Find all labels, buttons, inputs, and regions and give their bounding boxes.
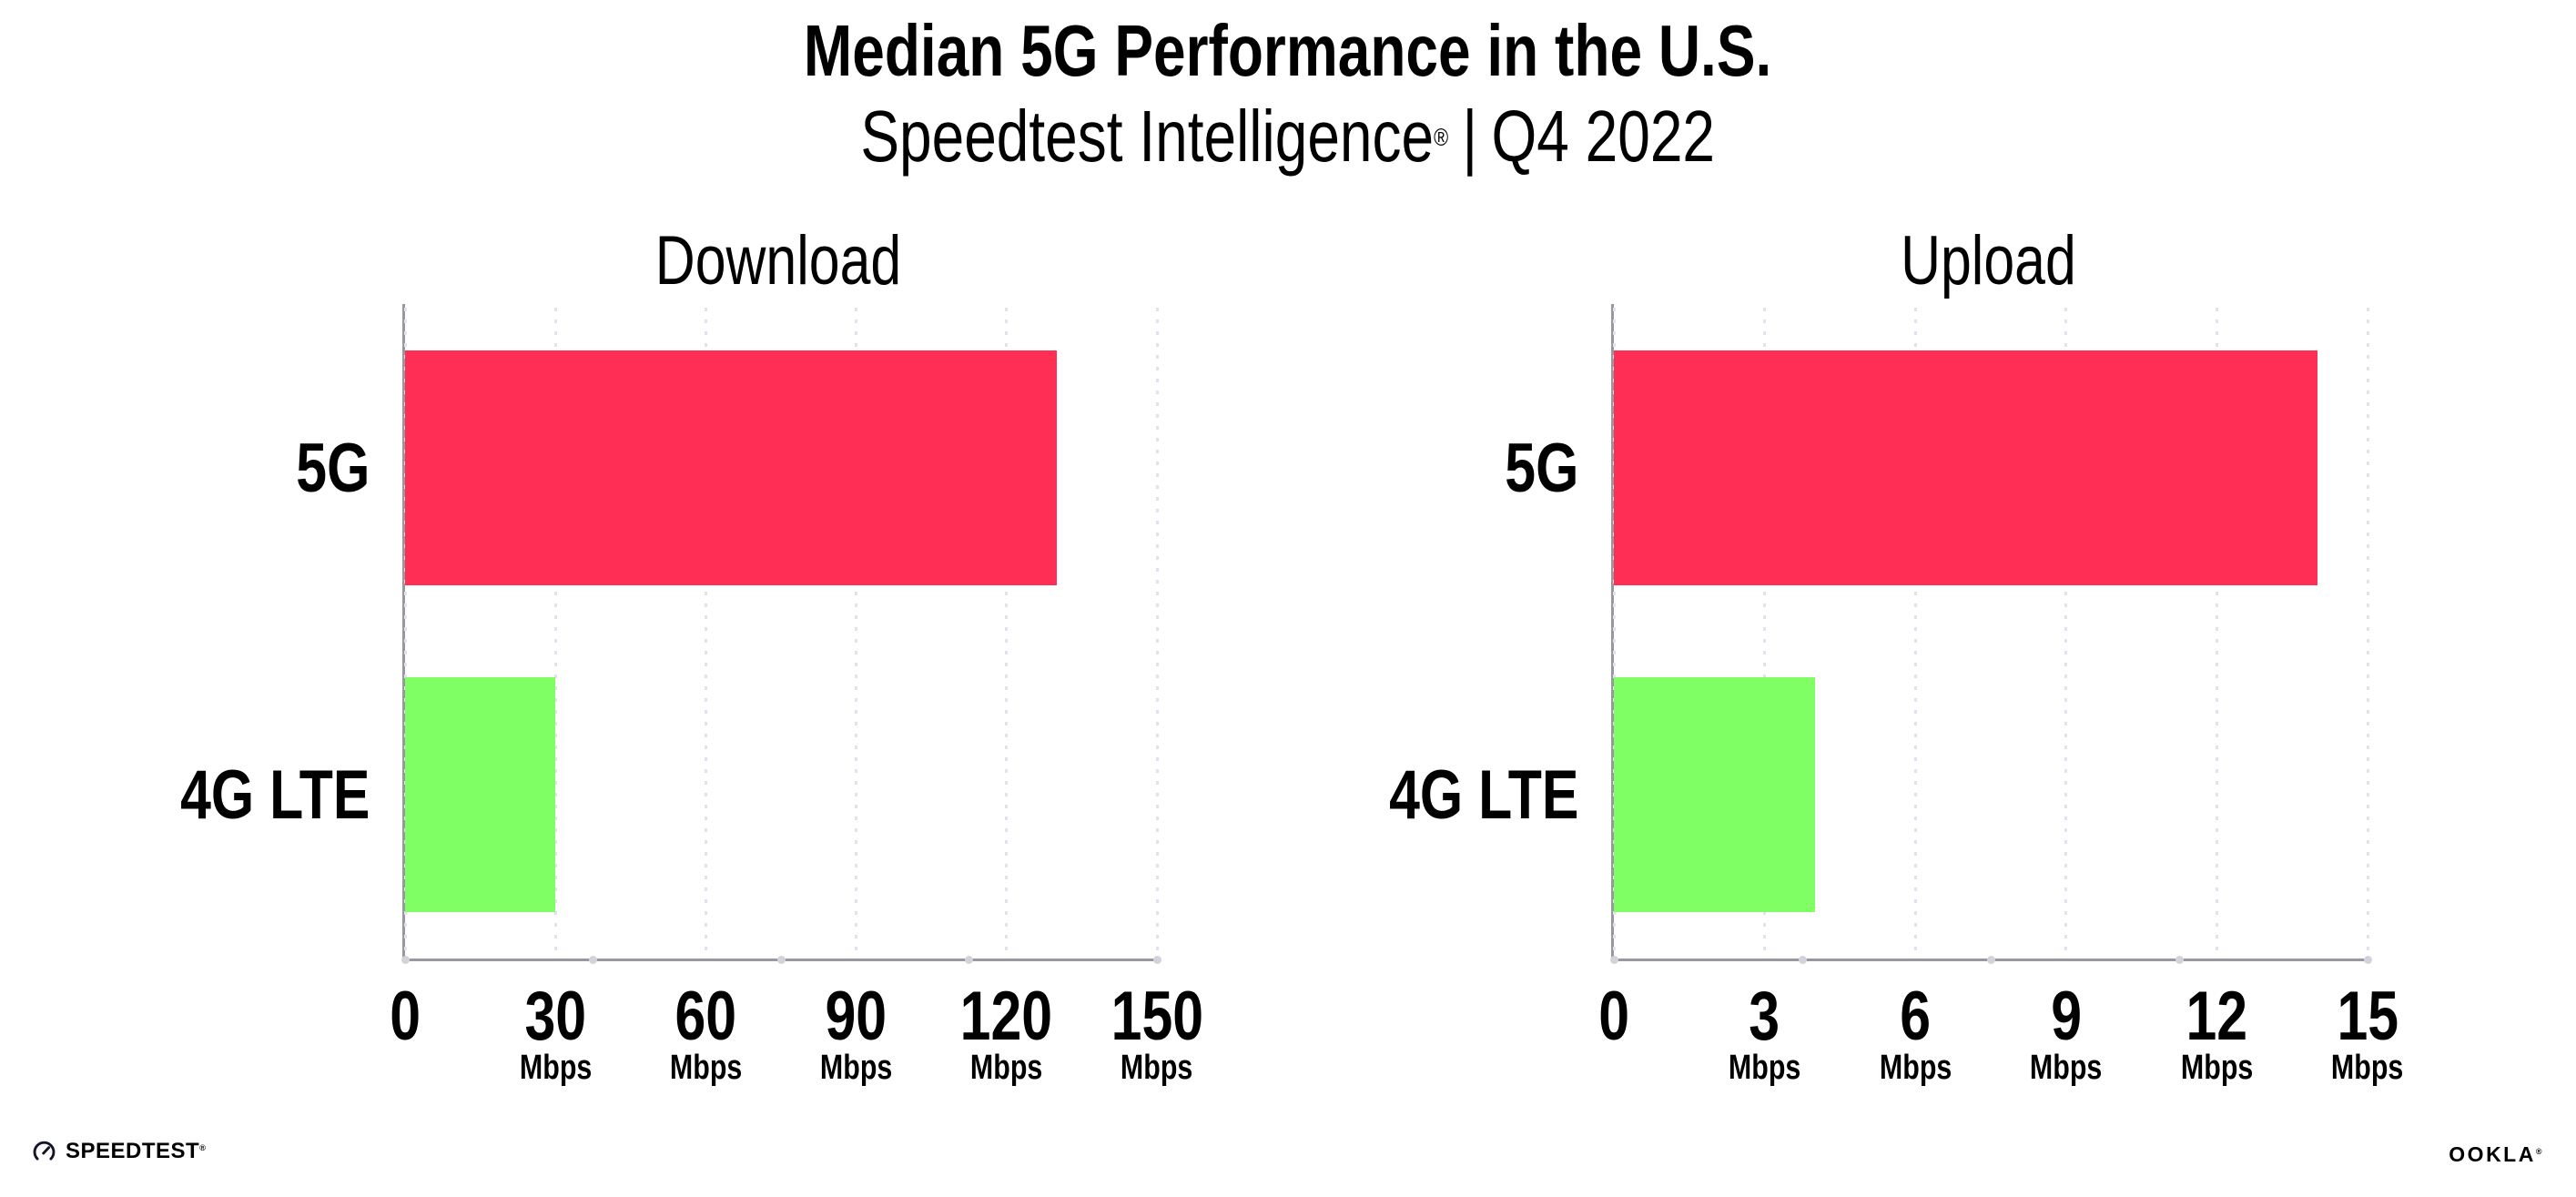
speedtest-gauge-icon — [33, 1141, 56, 1161]
axis-tick-dot — [1609, 956, 1618, 964]
page-subtitle: Speedtest Intelligence® | Q4 2022 — [0, 100, 2576, 173]
xtick-unit-30: Mbps — [519, 1049, 592, 1087]
ookla-logo: OOKLA® — [2449, 1144, 2544, 1165]
xtick-label-0: 0 — [1598, 978, 1629, 1055]
bar-4g-lte — [1614, 677, 1815, 912]
gridline-60-mbps — [704, 308, 707, 959]
page-title: Median 5G Performance in the U.S. — [804, 10, 1772, 91]
axis-tick-dot — [1152, 956, 1161, 964]
ookla-registered-mark: ® — [2535, 1146, 2544, 1156]
bar-5g — [405, 350, 1057, 585]
xtick-unit-150: Mbps — [1121, 1049, 1193, 1087]
axis-tick-dot — [965, 956, 973, 964]
xtick-unit-3: Mbps — [1728, 1049, 1801, 1087]
registered-mark: ® — [1434, 123, 1449, 152]
upload-chart: 5G 4G LTE 0 3 Mbps 6 Mbps 9 Mbps 12 Mbps 15 Mbps — [1389, 304, 2404, 1085]
gridline-3-mbps — [1763, 308, 1767, 959]
xtick-label-15: 15 — [2337, 978, 2399, 1055]
xtick-label-60: 60 — [674, 978, 737, 1055]
xtick-label-12: 12 — [2186, 978, 2248, 1055]
xtick-unit-60: Mbps — [669, 1049, 743, 1087]
axis-tick-dot — [2175, 956, 2184, 964]
category-label-4g-lte: 4G LTE — [179, 756, 370, 834]
xtick-label-9: 9 — [2050, 978, 2082, 1055]
xtick-label-3: 3 — [1749, 978, 1780, 1055]
xtick-label-6: 6 — [1900, 978, 1932, 1055]
bar-5g — [1614, 350, 2317, 585]
ookla-wordmark: OOKLA — [2449, 1142, 2536, 1166]
xtick-unit-90: Mbps — [819, 1049, 893, 1087]
gridline-30-mbps — [553, 308, 557, 959]
axis-tick-dot — [2363, 956, 2372, 964]
category-label-5g: 5G — [1504, 430, 1578, 507]
axis-tick-dot — [1798, 956, 1807, 964]
xtick-label-90: 90 — [825, 978, 887, 1055]
gridline-9-mbps — [2064, 308, 2068, 959]
download-chart-title: Download — [654, 222, 902, 299]
xtick-label-30: 30 — [524, 978, 586, 1055]
xtick-unit-6: Mbps — [1879, 1049, 1952, 1087]
speedtest-logo: SPEEDTEST® — [32, 1139, 206, 1163]
xtick-unit-12: Mbps — [2180, 1049, 2254, 1087]
xtick-label-120: 120 — [960, 978, 1053, 1055]
bar-4g-lte — [405, 677, 556, 912]
gridline-90-mbps — [855, 308, 858, 959]
download-chart: 5G 4G LTE 0 30 Mbps 60 Mbps 90 Mbps 120 Mbps 150 Mbp… — [180, 304, 1203, 1085]
xtick-label-150: 150 — [1111, 978, 1203, 1055]
subtitle-separator: | — [1462, 96, 1478, 177]
subtitle-brand: Speedtest Intelligence — [860, 96, 1435, 177]
axis-tick-dot — [776, 956, 786, 964]
xtick-unit-15: Mbps — [2331, 1049, 2404, 1087]
category-label-4g-lte: 4G LTE — [1388, 756, 1578, 834]
gridline-0-mbps — [1612, 308, 1616, 959]
xtick-unit-9: Mbps — [2030, 1049, 2103, 1087]
gridline-120-mbps — [1005, 308, 1009, 959]
xtick-unit-120: Mbps — [970, 1049, 1043, 1087]
xtick-label-0: 0 — [390, 978, 421, 1055]
axis-tick-dot — [1986, 956, 1995, 964]
subtitle-period: Q4 2022 — [1491, 96, 1716, 177]
gridline-0-mbps — [403, 308, 407, 959]
speedtest-registered-mark: ® — [199, 1142, 207, 1152]
axis-tick-dot — [401, 956, 410, 964]
gridline-150-mbps — [1155, 308, 1159, 959]
axis-tick-dot — [589, 956, 597, 964]
gridline-6-mbps — [1913, 308, 1917, 959]
gridline-12-mbps — [2215, 308, 2218, 959]
gridline-15-mbps — [2366, 308, 2369, 959]
category-label-5g: 5G — [295, 430, 370, 507]
speedtest-wordmark: SPEEDTEST® — [66, 1138, 207, 1163]
upload-chart-title: Upload — [1900, 222, 2076, 299]
